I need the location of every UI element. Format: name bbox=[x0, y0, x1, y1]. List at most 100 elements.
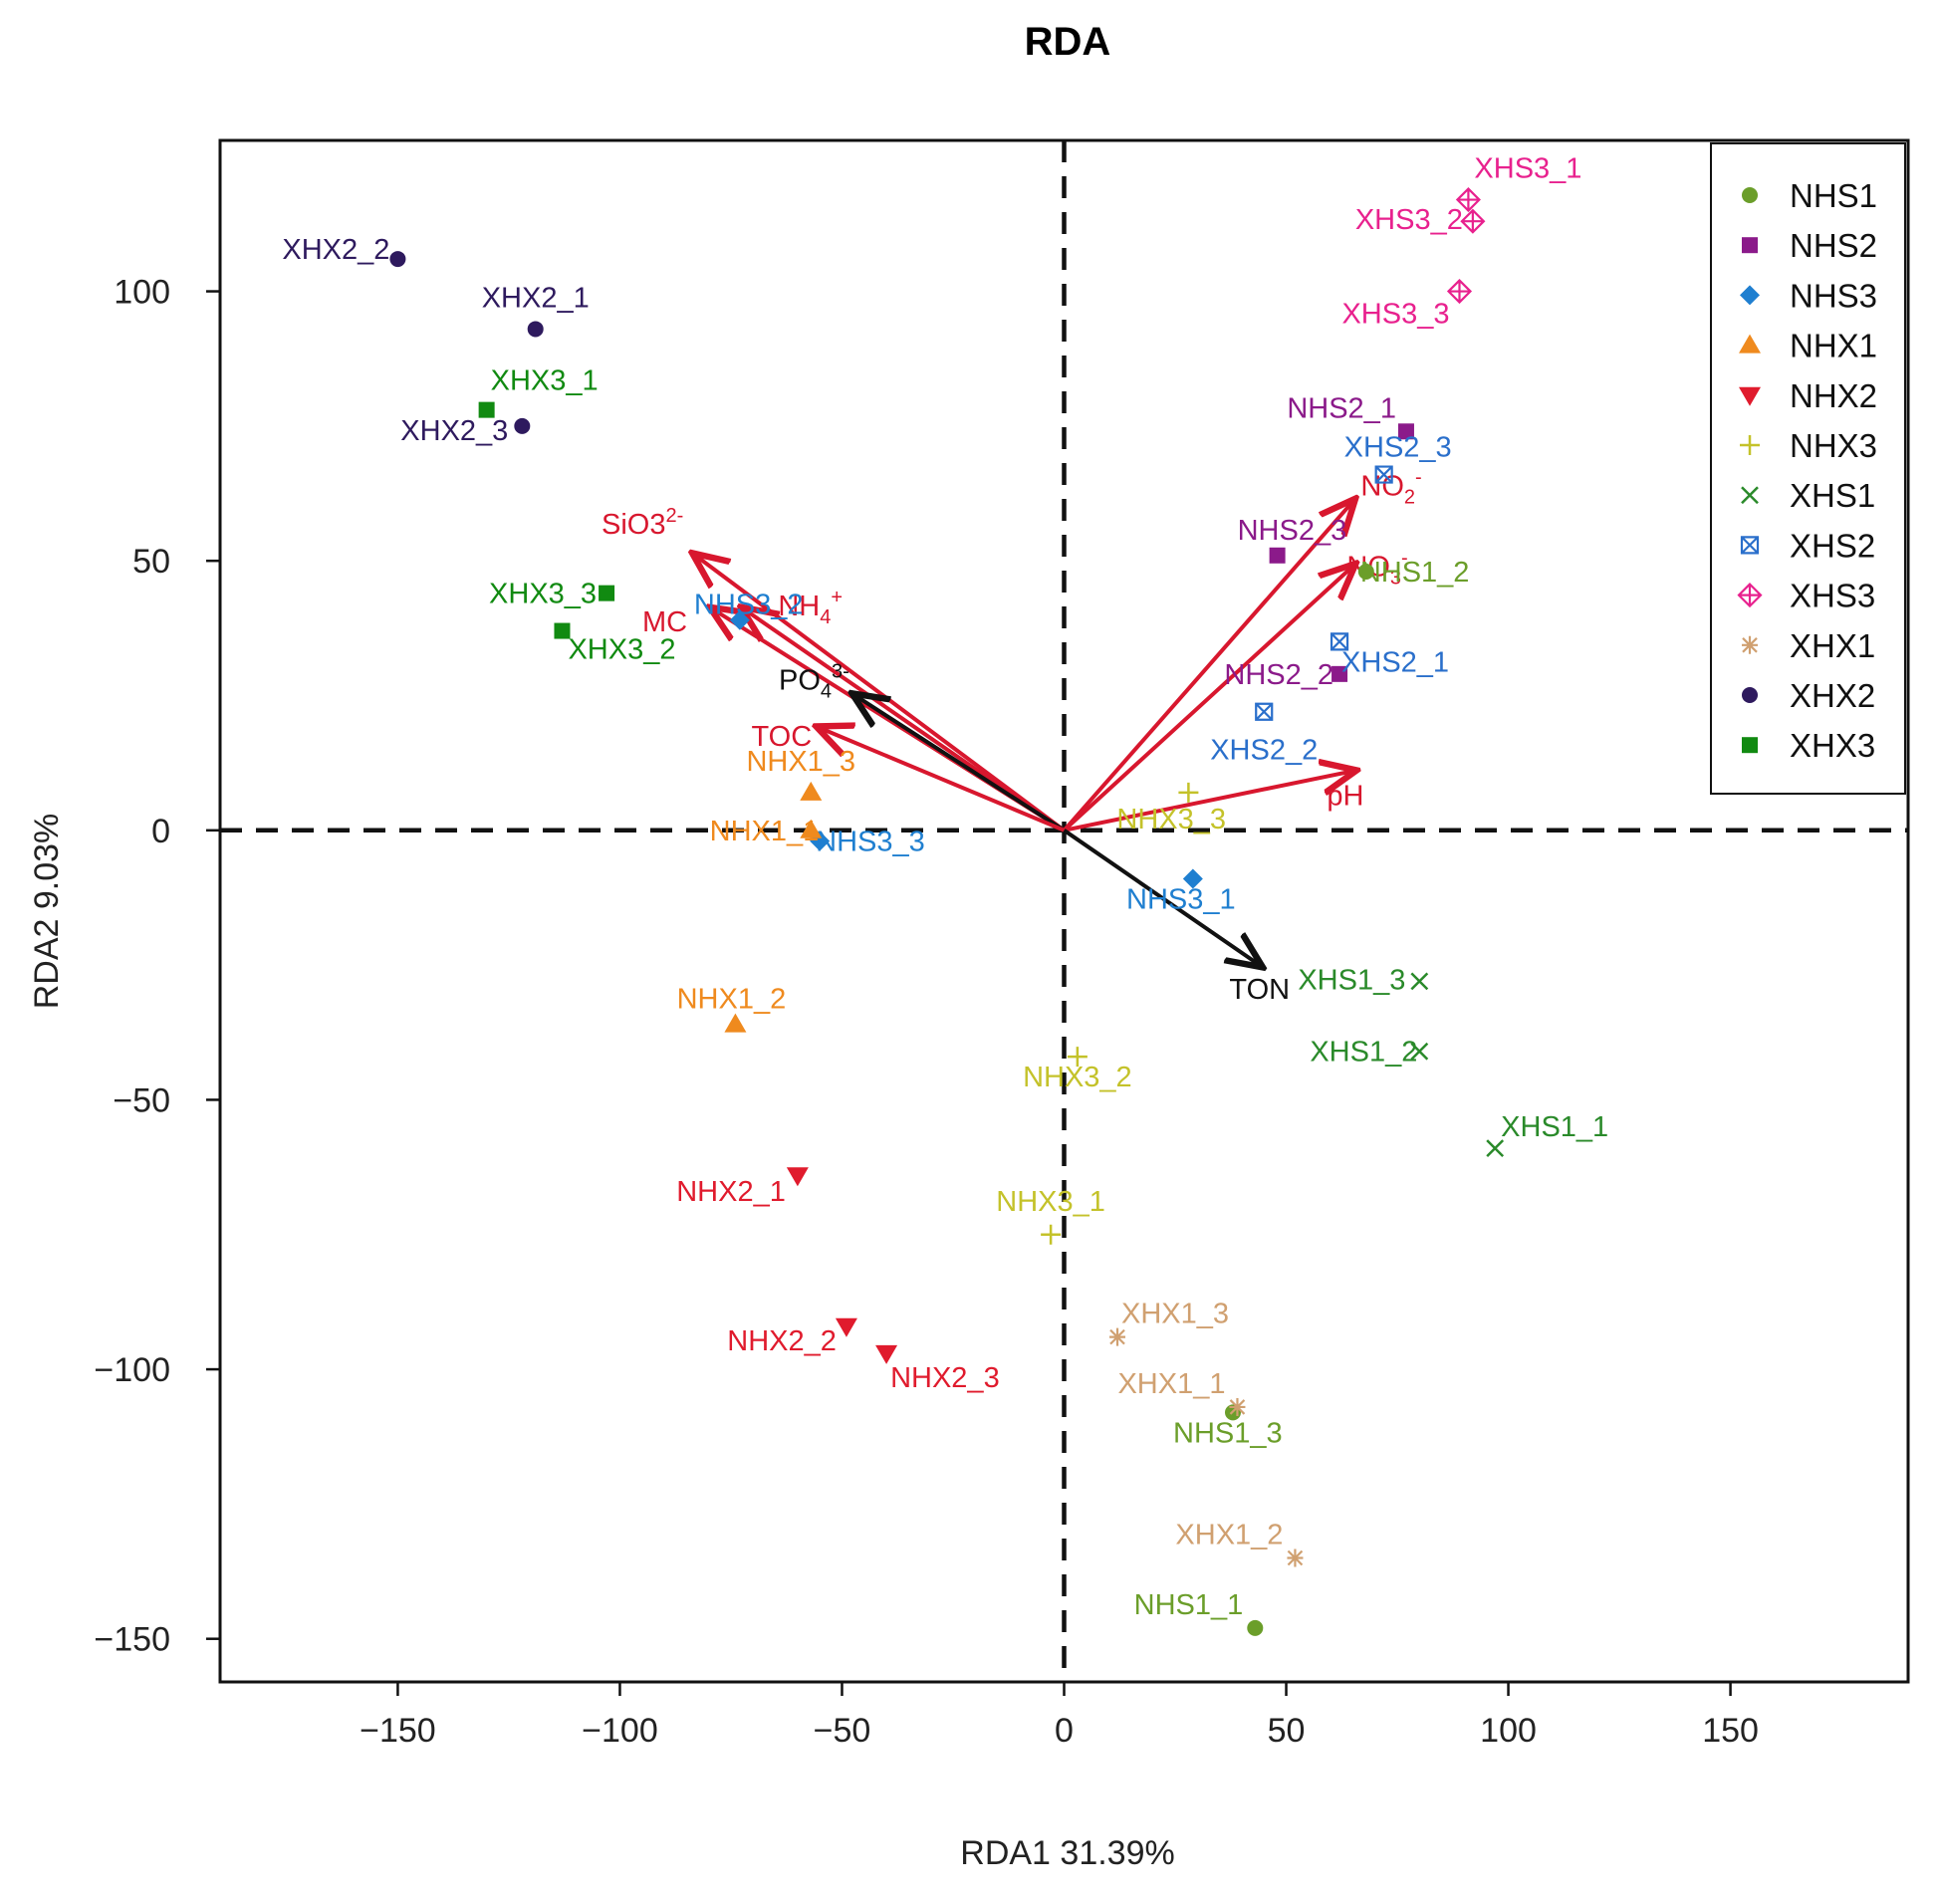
point-label: XHX3_1 bbox=[491, 365, 599, 397]
y-tick-label: −50 bbox=[113, 1081, 170, 1119]
vector-nh4: NH4+ bbox=[744, 587, 1066, 833]
zero-reference-lines bbox=[220, 140, 1908, 1682]
legend-item-nhx3: NHX3 bbox=[1740, 427, 1877, 464]
vector-label: SiO32- bbox=[602, 505, 683, 541]
point-label: NHX2_3 bbox=[890, 1362, 1000, 1394]
vector-ph: pH bbox=[1064, 771, 1364, 833]
point-label: NHX3_1 bbox=[996, 1186, 1105, 1218]
point-label: XHS2_1 bbox=[1341, 646, 1449, 678]
vector-po4: PO43- bbox=[779, 660, 1066, 833]
point-xhx2-1: XHX2_1 bbox=[482, 282, 590, 338]
y-axis-ticks: −150 −100 −50 0 50 100 bbox=[94, 274, 220, 1659]
legend-label: XHX2 bbox=[1790, 677, 1875, 714]
vector-arrow bbox=[855, 695, 1066, 833]
point-xhx1-3: XHX1_3 bbox=[1109, 1299, 1229, 1346]
point-marker bbox=[1486, 1139, 1505, 1158]
point-nhx3-1: NHX3_1 bbox=[996, 1186, 1105, 1245]
point-label: XHS1_2 bbox=[1310, 1037, 1417, 1069]
y-axis-label: RDA2 9.03% bbox=[28, 814, 66, 1010]
legend-marker bbox=[1737, 583, 1763, 608]
point-nhx2-2: NHX2_2 bbox=[727, 1317, 857, 1357]
point-label: XHX3_3 bbox=[489, 579, 597, 610]
point-nhx2-1: NHX2_1 bbox=[676, 1167, 809, 1208]
legend-marker bbox=[1742, 237, 1758, 254]
point-marker bbox=[729, 609, 750, 630]
legend-item-xhs3: XHS3 bbox=[1737, 578, 1875, 614]
point-label: XHS1_1 bbox=[1501, 1111, 1608, 1143]
point-marker bbox=[1410, 972, 1429, 991]
point-nhx2-3: NHX2_3 bbox=[875, 1344, 1000, 1394]
point-xhs2-1: XHS2_1 bbox=[1330, 632, 1449, 678]
point-marker bbox=[1410, 1042, 1429, 1061]
legend-label: NHS3 bbox=[1790, 277, 1877, 314]
point-marker bbox=[800, 781, 823, 801]
x-axis-label: RDA1 31.39% bbox=[960, 1834, 1174, 1872]
legend-item-nhs3: NHS3 bbox=[1740, 277, 1877, 314]
vector-arrow bbox=[744, 609, 1066, 833]
y-tick-label: 0 bbox=[151, 813, 170, 850]
x-tick-label: 100 bbox=[1480, 1712, 1537, 1750]
point-label: XHS1_3 bbox=[1298, 964, 1405, 996]
point-label: NHS1_3 bbox=[1173, 1417, 1283, 1449]
vector-label: TON bbox=[1229, 974, 1290, 1006]
point-marker bbox=[1331, 665, 1348, 682]
point-label: XHX2_2 bbox=[282, 234, 389, 266]
point-marker bbox=[1460, 208, 1486, 234]
point-xhs2-2: XHS2_2 bbox=[1210, 702, 1318, 767]
legend-label: NHS2 bbox=[1790, 227, 1877, 264]
legend-marker bbox=[1742, 737, 1758, 754]
point-nhs1-1: NHS1_1 bbox=[1134, 1589, 1264, 1636]
point-label: XHX1_1 bbox=[1117, 1368, 1225, 1400]
point-marker bbox=[1247, 1619, 1264, 1636]
point-xhs1-2: XHS1_2 bbox=[1310, 1037, 1429, 1069]
point-xhs3-1: XHS3_1 bbox=[1455, 153, 1581, 213]
vector-arrow bbox=[1063, 567, 1353, 833]
legend-item-nhx1: NHX1 bbox=[1739, 328, 1877, 364]
point-label: NHS1_1 bbox=[1134, 1589, 1244, 1621]
point-marker bbox=[389, 251, 406, 268]
legend-marker bbox=[1742, 187, 1758, 203]
point-marker bbox=[786, 1167, 809, 1187]
point-xhs1-3: XHS1_3 bbox=[1298, 964, 1429, 996]
point-marker bbox=[1182, 868, 1203, 889]
legend-item-nhs1: NHS1 bbox=[1742, 177, 1877, 214]
point-marker bbox=[1455, 186, 1481, 213]
point-xhx1-2: XHX1_2 bbox=[1175, 1520, 1304, 1567]
point-label: XHS2_2 bbox=[1210, 735, 1318, 767]
legend-label: NHX2 bbox=[1790, 377, 1877, 414]
point-label: NHS3_1 bbox=[1126, 884, 1236, 916]
point-label: NHS3_3 bbox=[816, 827, 925, 858]
point-xhs3-2: XHS3_2 bbox=[1355, 204, 1486, 236]
point-label: NHX1_1 bbox=[710, 816, 820, 847]
legend-item-nhx2: NHX2 bbox=[1739, 377, 1877, 414]
point-label: XHX3_2 bbox=[568, 634, 675, 666]
point-nhs2-1: NHS2_1 bbox=[1287, 392, 1414, 440]
point-label: XHX1_3 bbox=[1121, 1299, 1229, 1330]
point-label: NHS1_2 bbox=[1360, 557, 1470, 589]
vector-label: PO43- bbox=[779, 660, 849, 702]
point-label: NHS2_1 bbox=[1287, 392, 1396, 424]
point-nhs2-2: NHS2_2 bbox=[1224, 659, 1348, 691]
legend-label: XHS2 bbox=[1790, 527, 1875, 564]
point-xhs1-1: XHS1_1 bbox=[1486, 1111, 1608, 1158]
point-label: NHX1_2 bbox=[677, 984, 787, 1016]
legend-marker bbox=[1742, 635, 1758, 654]
y-tick-label: −100 bbox=[94, 1351, 170, 1389]
point-marker bbox=[554, 622, 571, 639]
point-label: XHS2_3 bbox=[1344, 432, 1452, 464]
point-label: XHS3_1 bbox=[1474, 153, 1581, 185]
point-label: NHX3_3 bbox=[1116, 804, 1226, 835]
legend-item-xhs1: XHS1 bbox=[1741, 477, 1875, 514]
point-marker bbox=[1067, 1047, 1088, 1068]
point-xhx1-1: XHX1_1 bbox=[1117, 1368, 1246, 1416]
point-marker bbox=[1330, 632, 1349, 651]
point-marker bbox=[1287, 1548, 1304, 1567]
x-tick-label: −100 bbox=[582, 1712, 658, 1750]
point-label: XHS3_3 bbox=[1341, 299, 1449, 331]
point-marker bbox=[724, 1013, 747, 1033]
point-marker bbox=[1109, 1327, 1126, 1346]
point-label: NHX3_2 bbox=[1023, 1062, 1132, 1093]
legend-label: NHX1 bbox=[1790, 328, 1877, 364]
point-xhx2-2: XHX2_2 bbox=[282, 234, 406, 268]
